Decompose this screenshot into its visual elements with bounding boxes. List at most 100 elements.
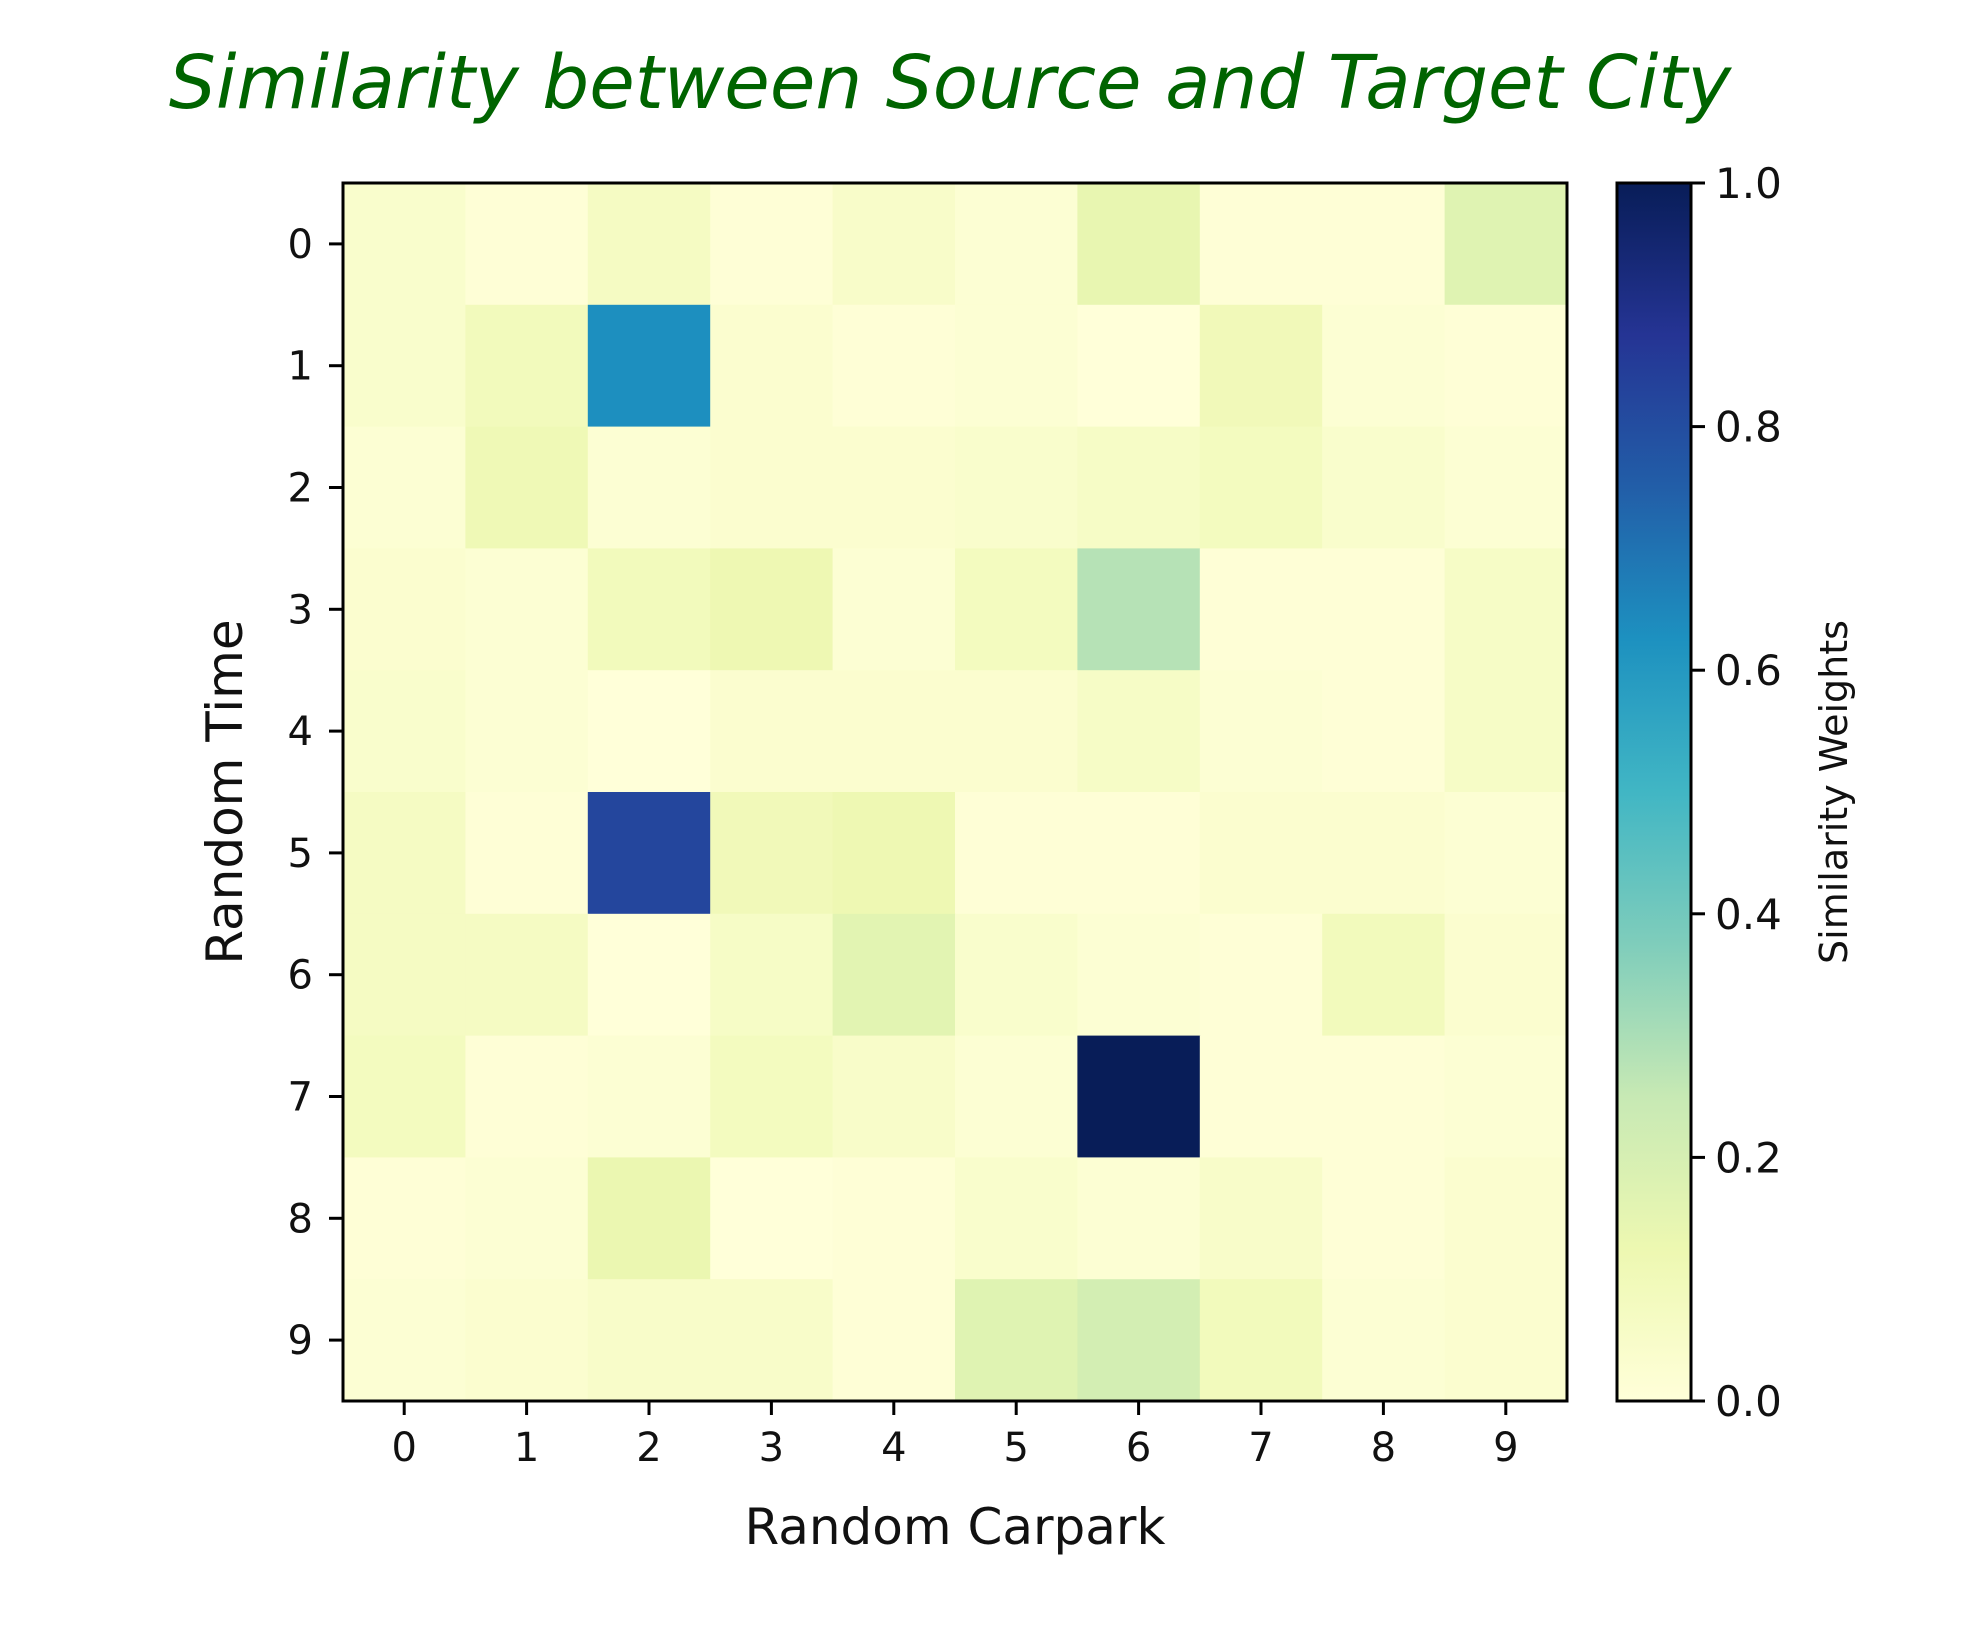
- heatmap-cell-r1-c1: [465, 304, 589, 428]
- colorbar-tick-label: 0.2: [1715, 1133, 1782, 1182]
- heatmap-cell-r8-c0: [343, 1157, 466, 1280]
- x-tick-label: 9: [1493, 1425, 1518, 1471]
- heatmap-cell-r1-c8: [1322, 304, 1446, 428]
- heatmap-cell-r7-c9: [1444, 1035, 1568, 1158]
- heatmap-cell-r2-c2: [587, 426, 711, 549]
- heatmap-cell-r9-c6: [1077, 1279, 1201, 1402]
- heatmap-cell-r1-c2: [587, 304, 711, 428]
- heatmap-cell-r3-c2: [587, 548, 711, 671]
- heatmap-cell-r1-c7: [1199, 304, 1323, 428]
- y-tick-label: 8: [288, 1196, 313, 1242]
- heatmap-cell-r8-c6: [1077, 1157, 1201, 1280]
- heatmap-cell-r0-c4: [832, 183, 956, 306]
- heatmap-cell-r2-c9: [1444, 426, 1568, 549]
- heatmap-cell-r0-c1: [465, 183, 589, 306]
- heatmap-cell-r7-c2: [587, 1035, 711, 1158]
- heatmap-cell-r6-c5: [955, 913, 1078, 1037]
- heatmap-cell-r8-c8: [1322, 1157, 1446, 1280]
- heatmap-cell-r1-c5: [955, 304, 1078, 428]
- heatmap-cell-r2-c1: [465, 426, 589, 549]
- heatmap-cell-r1-c4: [832, 304, 956, 428]
- heatmap-cell-r5-c7: [1199, 792, 1323, 915]
- heatmap-cell-r5-c3: [710, 792, 834, 915]
- heatmap-cell-r9-c4: [832, 1279, 956, 1402]
- heatmap-cell-r0-c9: [1444, 183, 1568, 306]
- y-axis-label: Random Time: [196, 619, 254, 964]
- heatmap-cell-r0-c3: [710, 183, 834, 306]
- heatmap-cell-r7-c6: [1077, 1035, 1201, 1158]
- x-tick-label: 8: [1371, 1425, 1396, 1471]
- heatmap-cell-r8-c3: [710, 1157, 834, 1280]
- heatmap-cell-r2-c0: [343, 426, 466, 549]
- colorbar-tick-label: 0.0: [1715, 1377, 1782, 1426]
- heatmap-cell-r6-c6: [1077, 913, 1201, 1037]
- heatmap-cell-r9-c1: [465, 1279, 589, 1402]
- heatmap-cell-r3-c9: [1444, 548, 1568, 671]
- heatmap-cell-r6-c3: [710, 913, 834, 1037]
- colorbar-tick-label: 1.0: [1715, 159, 1782, 208]
- x-tick-label: 4: [881, 1425, 906, 1471]
- heatmap-cell-r7-c8: [1322, 1035, 1446, 1158]
- y-tick-label: 3: [288, 587, 313, 633]
- heatmap-cell-r3-c4: [832, 548, 956, 671]
- colorbar: [1615, 181, 1693, 1403]
- colorbar-tick-label: 0.4: [1715, 890, 1782, 939]
- heatmap-cell-r2-c8: [1322, 426, 1446, 549]
- heatmap-cell-r1-c0: [343, 304, 466, 428]
- heatmap-cell-r5-c5: [955, 792, 1078, 915]
- x-tick-label: 7: [1248, 1425, 1273, 1471]
- x-axis-ticks: 0 1 2 3 4 5 6 7 8 9: [391, 1401, 1519, 1471]
- heatmap-cell-r4-c8: [1322, 670, 1446, 793]
- heatmap-cell-r3-c7: [1199, 548, 1323, 671]
- heatmap-cell-r7-c7: [1199, 1035, 1323, 1158]
- x-tick-label: 1: [514, 1425, 539, 1471]
- heatmap-cell-r7-c4: [832, 1035, 956, 1158]
- heatmap-cell-r9-c3: [710, 1279, 834, 1402]
- heatmap-cell-r3-c0: [343, 548, 466, 671]
- heatmap-cell-r7-c3: [710, 1035, 834, 1158]
- y-tick-label: 2: [288, 466, 313, 512]
- heatmap-cell-r9-c7: [1199, 1279, 1323, 1402]
- colorbar-tick-label: 0.8: [1715, 403, 1782, 452]
- y-tick-label: 1: [288, 344, 313, 390]
- heatmap-cell-r4-c0: [343, 670, 466, 793]
- heatmap-cell-r5-c9: [1444, 792, 1568, 915]
- heatmap-cell-r6-c2: [587, 913, 711, 1037]
- x-axis-label: Random Carpark: [745, 1498, 1166, 1556]
- y-tick-label: 7: [288, 1075, 313, 1121]
- heatmap-cell-r3-c3: [710, 548, 834, 671]
- heatmap-cell-r7-c1: [465, 1035, 589, 1158]
- heatmap-cell-r4-c2: [587, 670, 711, 793]
- heatmap-cell-r5-c4: [832, 792, 956, 915]
- heatmap-cell-r9-c9: [1444, 1279, 1568, 1402]
- heatmap-cell-r9-c0: [343, 1279, 466, 1402]
- heatmap-cell-r5-c0: [343, 792, 466, 915]
- heatmap-cell-r3-c8: [1322, 548, 1446, 671]
- heatmap-cell-r6-c7: [1199, 913, 1323, 1037]
- heatmap-cell-r4-c4: [832, 670, 956, 793]
- heatmap-cell-r8-c4: [832, 1157, 956, 1280]
- heatmap-cell-r1-c9: [1444, 304, 1568, 428]
- heatmap-cell-r2-c7: [1199, 426, 1323, 549]
- heatmap-cell-r3-c5: [955, 548, 1078, 671]
- heatmap-cell-r6-c1: [465, 913, 589, 1037]
- heatmap-cell-r2-c4: [832, 426, 956, 549]
- y-tick-label: 9: [288, 1318, 313, 1364]
- x-tick-label: 0: [391, 1425, 416, 1471]
- heatmap-cell-r4-c6: [1077, 670, 1201, 793]
- plot-frame: [341, 181, 1569, 1403]
- heatmap-cell-r3-c6: [1077, 548, 1201, 671]
- heatmap-cell-r8-c1: [465, 1157, 589, 1280]
- heatmap-cell-r8-c7: [1199, 1157, 1323, 1280]
- heatmap-cell-r4-c7: [1199, 670, 1323, 793]
- colorbar-tick-label: 0.6: [1715, 646, 1782, 695]
- y-axis-ticks: 0 1 2 3 4 5 6 7 8 9: [288, 222, 343, 1364]
- heatmap-cell-r4-c1: [465, 670, 589, 793]
- heatmap-cell-r4-c3: [710, 670, 834, 793]
- heatmap-cell-r5-c1: [465, 792, 589, 915]
- heatmap-cell-r9-c8: [1322, 1279, 1446, 1402]
- x-tick-label: 2: [636, 1425, 661, 1471]
- heatmap-cell-r5-c2: [587, 792, 711, 915]
- heatmap-cell-r0-c2: [587, 183, 711, 306]
